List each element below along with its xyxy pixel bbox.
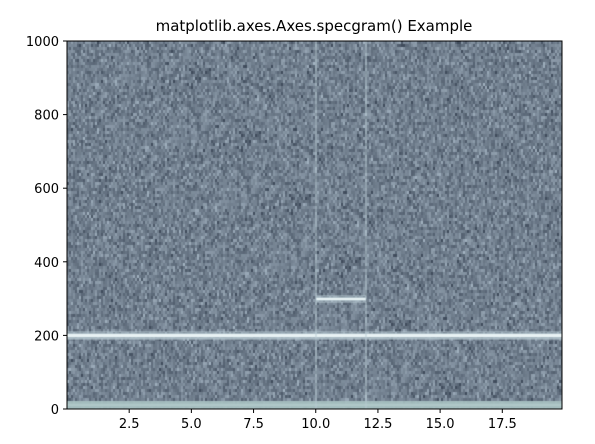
y-tick-label: 1000 [26,35,59,50]
y-tick-label: 800 [34,109,59,124]
x-tick-label: 10.0 [301,417,330,432]
x-tick-label: 5.0 [181,417,202,432]
y-tick-label: 600 [34,182,59,197]
x-tick-label: 2.5 [119,417,140,432]
x-tick-label: 17.5 [488,417,517,432]
chart-title: matplotlib.axes.Axes.specgram() Example [156,17,473,35]
y-tick-label: 200 [34,329,59,344]
x-tick-label: 12.5 [363,417,392,432]
x-tick-label: 15.0 [426,417,455,432]
y-tick-label: 400 [34,256,59,271]
spectrogram-image [67,41,562,409]
y-tick-label: 0 [51,403,59,418]
y-axis: 0 200 400 600 800 1000 [26,35,67,418]
x-tick-label: 7.5 [243,417,264,432]
x-axis: 2.5 5.0 7.5 10.0 12.5 15.0 17.5 [119,409,517,432]
